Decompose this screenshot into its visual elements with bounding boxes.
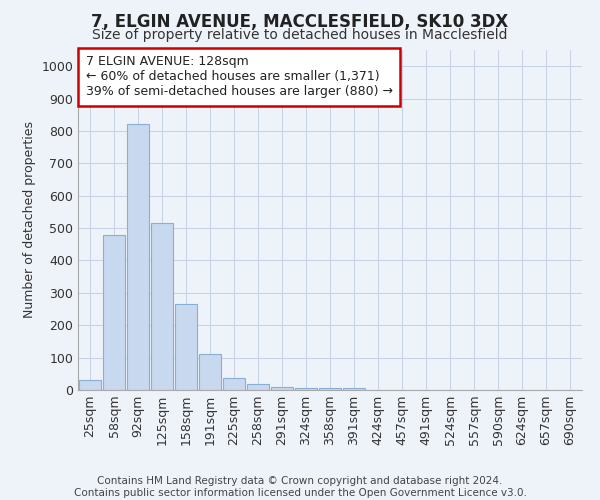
Bar <box>271 387 293 390</box>
Bar <box>343 388 365 390</box>
Bar <box>247 384 269 390</box>
Bar <box>127 124 149 390</box>
Bar <box>199 354 221 390</box>
Bar <box>319 388 341 390</box>
Bar <box>175 304 197 390</box>
Text: Size of property relative to detached houses in Macclesfield: Size of property relative to detached ho… <box>92 28 508 42</box>
Text: 7, ELGIN AVENUE, MACCLESFIELD, SK10 3DX: 7, ELGIN AVENUE, MACCLESFIELD, SK10 3DX <box>91 12 509 30</box>
Bar <box>79 380 101 390</box>
Text: Contains HM Land Registry data © Crown copyright and database right 2024.
Contai: Contains HM Land Registry data © Crown c… <box>74 476 526 498</box>
Bar <box>151 223 173 390</box>
Bar <box>295 388 317 390</box>
Y-axis label: Number of detached properties: Number of detached properties <box>23 122 36 318</box>
Bar <box>103 234 125 390</box>
Bar <box>223 378 245 390</box>
Text: 7 ELGIN AVENUE: 128sqm
← 60% of detached houses are smaller (1,371)
39% of semi-: 7 ELGIN AVENUE: 128sqm ← 60% of detached… <box>86 55 392 98</box>
